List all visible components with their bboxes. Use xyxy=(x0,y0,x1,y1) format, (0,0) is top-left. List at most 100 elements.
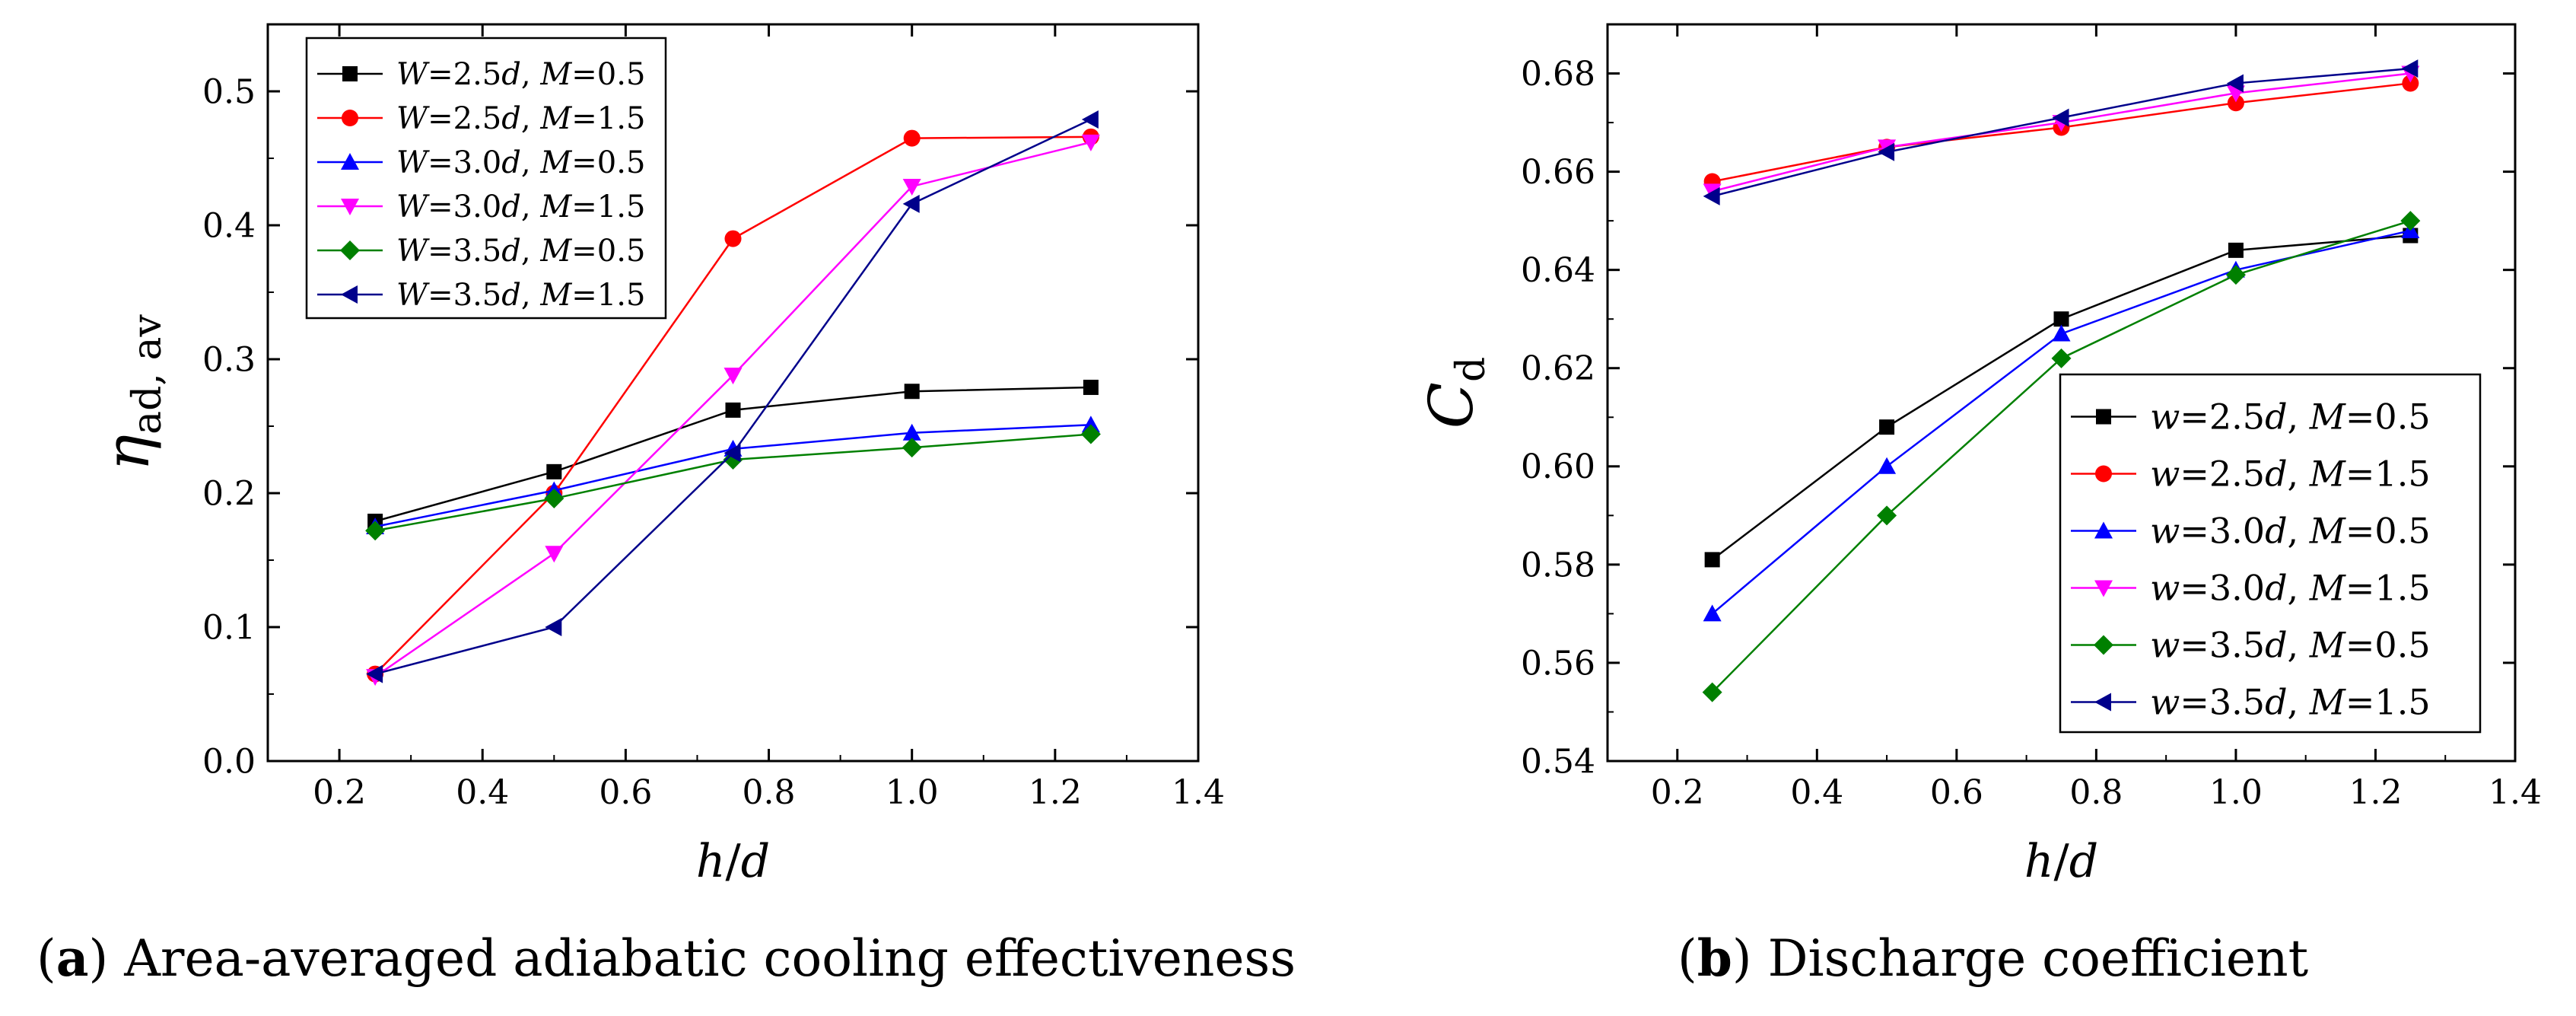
data-point xyxy=(1877,505,1897,526)
x-axis-label: h/d xyxy=(2024,835,2098,888)
data-point xyxy=(903,129,921,147)
legend-label: w=3.0d, M=0.5 xyxy=(2150,511,2431,552)
series-1 xyxy=(1704,228,2419,568)
data-point xyxy=(2052,324,2071,342)
legend-label: w=3.5d, M=0.5 xyxy=(2150,625,2431,666)
x-axis-label: h/d xyxy=(696,835,770,888)
chart-panel-b: 0.2 0.4 0.6 0.8 1.0 1.2 1.4 0.54 0.56 0.58 0.60 0.6… xyxy=(1416,23,2542,888)
legend-label: W=3.0d, M=1.5 xyxy=(396,190,645,225)
series-3 xyxy=(366,416,1100,534)
x-tick-label: 0.6 xyxy=(1930,773,1983,812)
series-5 xyxy=(1702,211,2421,702)
x-tick-label: 0.8 xyxy=(743,773,796,812)
x-tick-label: 0.8 xyxy=(2069,773,2123,812)
legend-item: w=3.0d, M=1.5 xyxy=(2071,568,2431,609)
data-point xyxy=(904,384,920,400)
y-axis-label: Cd xyxy=(1416,357,1494,429)
data-point xyxy=(902,178,921,196)
data-point xyxy=(2402,75,2419,92)
data-point xyxy=(544,489,564,509)
x-tick-label: 0.4 xyxy=(456,773,509,812)
caption-a: (a) Area-averaged adiabatic cooling effe… xyxy=(37,928,1296,988)
x-tick-label: 1.4 xyxy=(2489,773,2542,812)
legend-marker xyxy=(2094,693,2111,712)
x-tick-label: 0.2 xyxy=(1651,773,1704,812)
legend-marker xyxy=(342,110,358,126)
data-point xyxy=(2225,265,2246,285)
data-point xyxy=(365,521,386,541)
data-point xyxy=(2051,348,2072,368)
x-tick-label: 1.0 xyxy=(886,773,939,812)
legend-item: W=3.0d, M=0.5 xyxy=(317,145,645,180)
legend-item: W=2.5d, M=1.5 xyxy=(317,101,645,136)
legend-label: w=2.5d, M=1.5 xyxy=(2150,454,2431,495)
caption-b: (b) Discharge coefficient xyxy=(1678,928,2309,988)
y-axis-label: ηad, av xyxy=(92,314,170,471)
legend-label: W=2.5d, M=1.5 xyxy=(396,101,645,136)
data-point xyxy=(724,444,741,463)
plot-frame xyxy=(266,23,1200,763)
legend-item: W=2.5d, M=0.5 xyxy=(317,57,645,92)
data-point xyxy=(724,368,743,385)
x-tick-label: 1.2 xyxy=(1029,773,1082,812)
x-tick-label: 0.6 xyxy=(599,773,652,812)
y-tick-label: 0.62 xyxy=(1521,349,1595,388)
y-tick-label: 0.66 xyxy=(1521,153,1595,192)
legend: w=2.5d, M=0.5 w=2.5d, M=1.5 w=3.0d, M=0.5 w… xyxy=(2059,373,2482,734)
legend: W=2.5d, M=0.5 W=2.5d, M=1.5 W=3.0d, M=0.5 W… xyxy=(305,37,667,320)
legend-marker xyxy=(2094,635,2113,655)
y-tick-label: 0.68 xyxy=(1521,55,1595,94)
caption-a-text: Area-averaged adiabatic cooling effectiv… xyxy=(108,929,1296,988)
x-tick-label: 1.4 xyxy=(1172,773,1225,812)
data-point xyxy=(724,230,742,247)
legend-marker xyxy=(2094,521,2113,539)
data-point xyxy=(1703,186,1720,205)
x-tick-label: 1.0 xyxy=(2209,773,2263,812)
data-point xyxy=(546,463,562,479)
data-point xyxy=(545,618,562,636)
legend-marker xyxy=(2096,409,2111,425)
legend-item: W=3.5d, M=1.5 xyxy=(317,278,645,313)
data-point xyxy=(2400,211,2421,231)
legend-marker xyxy=(341,153,359,170)
legend-marker xyxy=(2094,580,2113,597)
data-point xyxy=(902,423,921,441)
chart-panel-a: 0.2 0.4 0.6 0.8 1.0 1.2 1.4 0.0 0.1 0.2 0.3 0.4 0.5 h… xyxy=(92,23,1225,888)
y-tick-label: 0.60 xyxy=(1521,447,1595,486)
data-point xyxy=(1704,552,1720,568)
data-point xyxy=(2053,311,2069,327)
x-tick-label: 0.2 xyxy=(313,773,366,812)
legend-item: w=3.0d, M=0.5 xyxy=(2071,511,2431,552)
y-tick-label: 0.2 xyxy=(202,474,256,513)
data-point xyxy=(2228,242,2244,258)
legend-marker xyxy=(341,199,359,215)
legend-item: w=2.5d, M=0.5 xyxy=(2071,397,2431,438)
series-5 xyxy=(365,424,1101,541)
data-point xyxy=(1878,142,1895,161)
data-point xyxy=(1081,110,1099,129)
data-point xyxy=(725,402,741,418)
data-point xyxy=(1083,379,1099,395)
y-tick-label: 0.4 xyxy=(202,206,256,245)
data-point xyxy=(1081,416,1100,433)
series-2 xyxy=(1703,75,2419,190)
data-point xyxy=(2226,74,2244,93)
x-tick-label: 0.4 xyxy=(1790,773,1843,812)
y-tick-label: 0.54 xyxy=(1521,742,1595,781)
data-point xyxy=(366,664,383,683)
plot-frame xyxy=(1606,23,2517,763)
legend-label: W=3.5d, M=0.5 xyxy=(396,234,645,269)
y-tick-label: 0.3 xyxy=(202,340,256,379)
legend-item: W=3.5d, M=0.5 xyxy=(317,234,645,269)
legend-label: W=3.0d, M=0.5 xyxy=(396,145,645,180)
legend-box xyxy=(2059,373,2482,734)
legend-label: w=3.5d, M=1.5 xyxy=(2150,682,2431,723)
legend-box xyxy=(305,37,667,320)
data-point xyxy=(545,546,564,563)
legend-marker xyxy=(340,240,360,260)
data-point xyxy=(1081,134,1100,151)
legend-label: w=3.0d, M=1.5 xyxy=(2150,568,2431,609)
data-point xyxy=(2401,59,2419,78)
data-point xyxy=(1702,682,1722,702)
